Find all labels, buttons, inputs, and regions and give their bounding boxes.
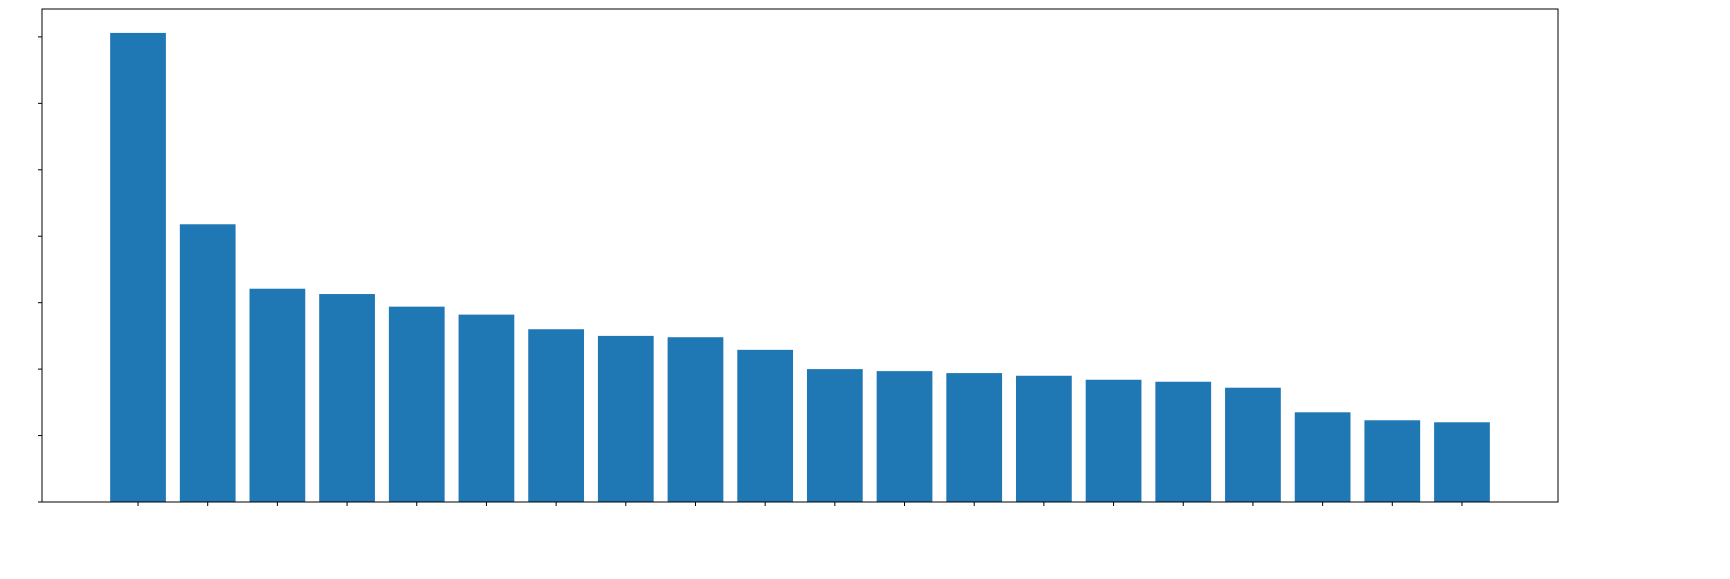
bar [1364, 420, 1421, 502]
bar [458, 314, 515, 502]
bar [1085, 379, 1142, 502]
bar [528, 329, 584, 502]
bar [179, 224, 236, 503]
bar [249, 288, 306, 502]
bar [737, 349, 794, 502]
bar [319, 294, 375, 502]
bar [946, 373, 1003, 502]
bar [597, 335, 654, 502]
bar [110, 32, 166, 503]
bar [1155, 381, 1212, 502]
bar [1294, 412, 1351, 502]
bar [876, 371, 933, 502]
bar [1434, 422, 1490, 502]
bar [1016, 375, 1072, 502]
bar [388, 306, 445, 502]
bar [806, 369, 863, 502]
bar [1225, 387, 1281, 502]
plot-frame [41, 8, 1559, 503]
bar [667, 337, 724, 502]
